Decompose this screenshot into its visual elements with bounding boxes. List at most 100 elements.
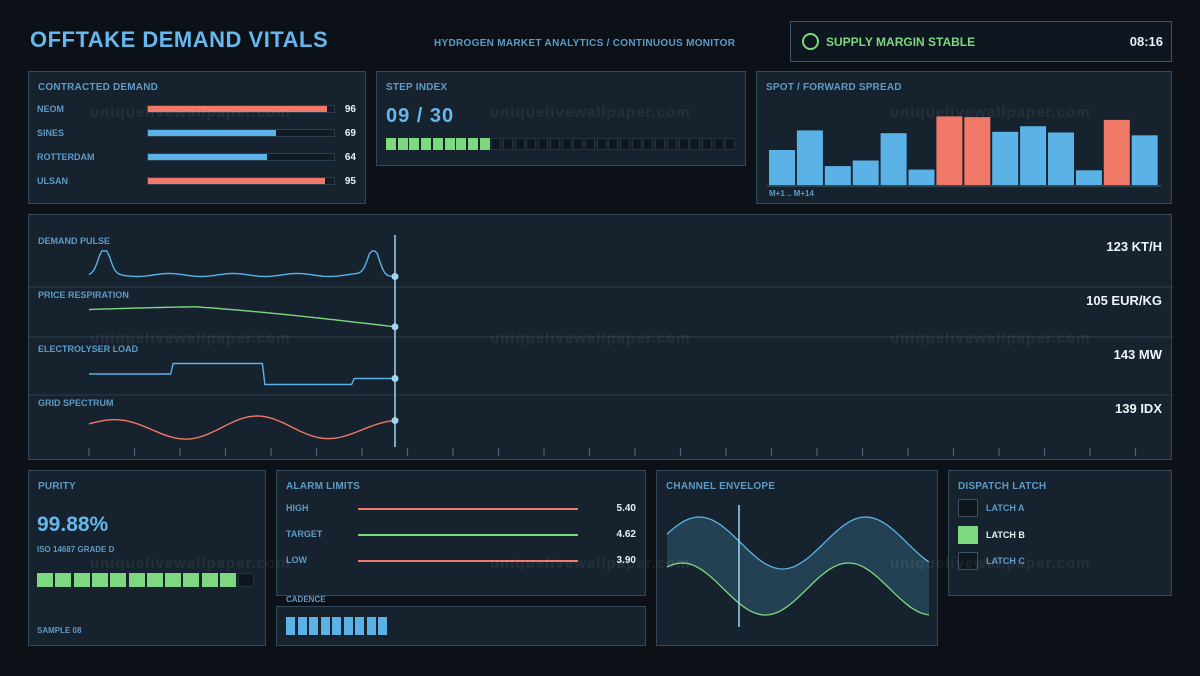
envelope-upper-line (666, 516, 930, 570)
traces-panel: DEMAND PULSE 123 KT/H PRICE RESPIRATION 105… (28, 214, 1173, 460)
alarm-row-label: HIGH (286, 503, 309, 513)
step-cell (549, 138, 560, 150)
purity-cell (73, 573, 90, 587)
spread-bar (852, 160, 879, 185)
purity-cell (37, 573, 53, 587)
step-cell (678, 138, 689, 150)
traces-chart (29, 235, 1173, 456)
spread-bar (936, 116, 963, 185)
demand-row-value: 69 (344, 128, 356, 139)
step-cell (421, 138, 432, 150)
spread-chart (767, 116, 1161, 187)
purity-panel: PURITY 99.88% ISO 14687 GRADE D SAMPLE 0… (28, 470, 266, 646)
demand-row-value: 64 (344, 152, 356, 163)
spread-bar (964, 117, 991, 185)
latch-checkbox[interactable] (958, 552, 978, 570)
step-cell (561, 138, 572, 150)
demand-row-label: SINES (37, 128, 65, 138)
clock: 08:16 (1129, 34, 1163, 49)
latch-label[interactable]: LATCH C (986, 556, 1025, 566)
cadence-cell (343, 617, 353, 635)
panel-title: CHANNEL ENVELOPE (666, 481, 776, 492)
demand-bar-track (147, 129, 335, 137)
cadence-cell (309, 617, 318, 635)
spread-bar (880, 133, 907, 185)
purity-cell (146, 573, 163, 587)
panel-title: ALARM LIMITS (286, 481, 361, 492)
demand-row-label: ROTTERDAM (37, 152, 95, 162)
alarm-row-label: LOW (286, 555, 307, 565)
latch-checkbox[interactable] (958, 525, 978, 544)
alarm-row-value: 4.62 (616, 529, 636, 540)
demand-bar-fill (148, 154, 268, 160)
cadence-cell (297, 617, 307, 635)
step-cell (386, 138, 396, 150)
step-cell (573, 138, 584, 150)
purity-cell (238, 573, 255, 587)
trace-line (89, 362, 395, 386)
step-cell (725, 138, 736, 150)
spread-bar (1020, 126, 1047, 185)
panel-title: DISPATCH LATCH (958, 481, 1047, 492)
spread-axis-label: M+1 .. M+14 (769, 189, 814, 198)
trace-label: GRID SPECTRUM (38, 398, 114, 408)
spread-bar (796, 130, 823, 185)
cadence-cell (286, 617, 295, 635)
step-cell (479, 138, 490, 150)
step-cell (596, 138, 607, 150)
purity-cell (110, 573, 127, 587)
spread-bar (908, 169, 935, 185)
trace-reading: 139 IDX (1115, 401, 1162, 416)
trace-line (88, 415, 396, 440)
latch-label[interactable]: LATCH B (986, 529, 1025, 540)
latch-label[interactable]: LATCH A (986, 503, 1025, 513)
demand-row-label: ULSAN (37, 176, 68, 186)
cadence-cell (366, 617, 376, 635)
step-cell (608, 138, 619, 150)
purity-cell (55, 573, 72, 587)
step-cell (397, 138, 408, 150)
spread-bar (1131, 135, 1158, 185)
alarm-line (358, 508, 578, 510)
trace-reading: 123 KT/H (1106, 239, 1162, 254)
status-panel: SUPPLY MARGIN STABLE 08:16 (790, 21, 1172, 62)
latch-checkbox[interactable] (958, 499, 978, 517)
alarm-row-value: 3.90 (616, 555, 636, 566)
step-index-value: 09 / 30 (386, 105, 455, 127)
trace-reading: 143 MW (1113, 347, 1162, 362)
demand-row-label: NEOM (37, 104, 64, 114)
trace-label: ELECTROLYSER LOAD (38, 344, 139, 354)
trace-line (88, 306, 396, 328)
purity-cell (183, 573, 200, 587)
step-cell (456, 138, 467, 150)
panel-title: CONTRACTED DEMAND (38, 82, 159, 93)
demand-bar-track (147, 105, 335, 113)
alarm-row-label: TARGET (286, 529, 323, 539)
demand-bar-fill (148, 130, 277, 136)
alarm-limits-panel: ALARM LIMITS HIGH 5.40 TARGET 4.62 LOW 3.90 (276, 470, 646, 596)
trace-reading: 105 EUR/KG (1086, 293, 1162, 308)
alarm-row-value: 5.40 (616, 503, 636, 514)
cadence-title: CADENCE (286, 595, 326, 604)
cadence-cell (332, 617, 341, 635)
page-title: OFFTAKE DEMAND VITALS (30, 27, 329, 52)
purity-cell (128, 573, 145, 587)
demand-bar-fill (148, 178, 325, 184)
step-cell (701, 138, 712, 150)
spread-bar (1048, 132, 1074, 185)
purity-standard: ISO 14687 GRADE D (37, 545, 115, 554)
step-cell (467, 138, 478, 150)
sample-label: SAMPLE 08 (37, 626, 82, 635)
demand-row-value: 96 (344, 104, 356, 115)
panel-title: SPOT / FORWARD SPREAD (766, 82, 902, 93)
purity-cell (165, 573, 182, 587)
spread-bar (769, 150, 795, 185)
cadence-panel: CADENCE (276, 595, 646, 646)
purity-cell (201, 573, 218, 587)
panel-title: PURITY (38, 481, 76, 492)
step-cell (631, 138, 642, 150)
purity-value: 99.88% (37, 513, 109, 536)
step-cell (409, 138, 420, 150)
step-cell (503, 138, 513, 150)
step-cell (690, 138, 701, 150)
